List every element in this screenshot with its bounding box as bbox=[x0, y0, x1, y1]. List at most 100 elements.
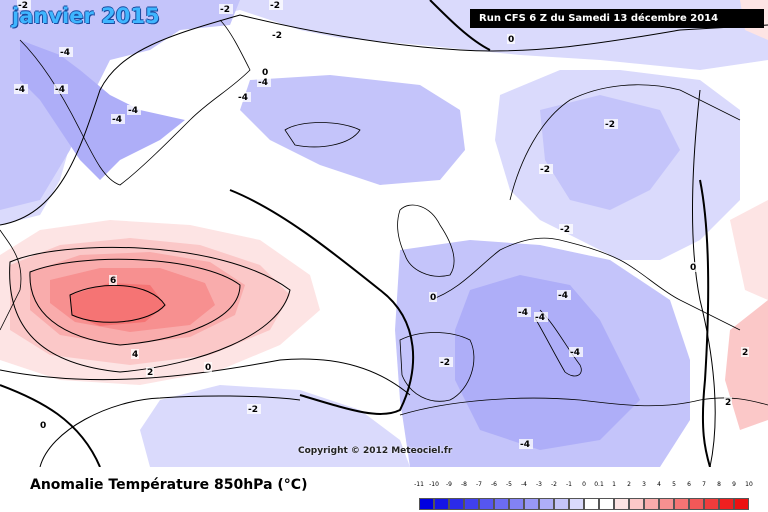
legend-color-swatch bbox=[464, 498, 479, 510]
legend-color-swatch bbox=[554, 498, 569, 510]
legend-tick-label: 1 bbox=[612, 481, 616, 488]
contour-label-bg bbox=[131, 349, 139, 359]
coastline-iberia bbox=[399, 332, 475, 402]
legend-tick-label: 2 bbox=[627, 481, 631, 488]
contour-label: 4 bbox=[132, 350, 138, 360]
contour-label-bg bbox=[237, 92, 251, 102]
cold-anomaly-scandinavia-inner bbox=[540, 95, 680, 210]
contour-label-bg bbox=[204, 362, 212, 372]
contour-label: 0 bbox=[430, 293, 436, 303]
legend-color-swatch bbox=[449, 498, 464, 510]
contour-label-bg bbox=[14, 84, 28, 94]
thick-boundary-lines bbox=[0, 0, 711, 467]
cold-anomaly-north bbox=[0, 0, 768, 225]
contour-label-bg bbox=[247, 404, 261, 414]
contour-label-bg bbox=[519, 439, 533, 449]
contour-label-bg bbox=[557, 290, 571, 300]
cold-anomaly-south-atlantic bbox=[140, 385, 410, 467]
contour-lines bbox=[0, 14, 768, 467]
contour-label-bg bbox=[59, 47, 73, 57]
contour-label-bg bbox=[269, 0, 283, 10]
contour-label-bg bbox=[569, 347, 583, 357]
legend-color-swatch bbox=[419, 498, 434, 510]
contour-label-bg bbox=[689, 262, 697, 272]
legend-tick-label: -8 bbox=[461, 481, 467, 488]
contour-label: 2 bbox=[147, 368, 153, 378]
warm-anomaly-east2 bbox=[730, 200, 768, 300]
contour-label: 0 bbox=[508, 35, 514, 45]
legend-color-swatch bbox=[494, 498, 509, 510]
legend-tick-label: 3 bbox=[642, 481, 646, 488]
contour-label: -2 bbox=[18, 1, 28, 11]
contour-label: -2 bbox=[560, 225, 570, 235]
legend-color-swatch bbox=[719, 498, 734, 510]
legend-tick-label: -5 bbox=[506, 481, 512, 488]
contour-line-0-east bbox=[692, 89, 716, 467]
contour-label: -4 bbox=[570, 348, 580, 358]
coastline-uk bbox=[397, 204, 455, 277]
contour-label: -4 bbox=[60, 48, 70, 58]
contour-label: -2 bbox=[605, 120, 615, 130]
legend-tick-label: -10 bbox=[429, 481, 439, 488]
contour-label: 6 bbox=[110, 276, 116, 286]
legend-tick-label: -1 bbox=[566, 481, 572, 488]
contour-label-bg bbox=[17, 0, 31, 10]
contour-label: -4 bbox=[518, 308, 528, 318]
warm-anomaly-core bbox=[70, 283, 165, 326]
legend-color-swatch bbox=[569, 498, 584, 510]
contour-label-bg bbox=[429, 292, 437, 302]
contour-label-bg bbox=[724, 397, 732, 407]
thick-line-north bbox=[429, 0, 491, 51]
legend-tick-label: -11 bbox=[414, 481, 424, 488]
contour-line-0-north bbox=[0, 14, 768, 226]
contour-label-bg bbox=[109, 275, 117, 285]
coastline-canada bbox=[0, 229, 22, 331]
legend-tick-label: -4 bbox=[521, 481, 527, 488]
contour-label: -2 bbox=[220, 5, 230, 15]
run-info-banner: Run CFS 6 Z du Samedi 13 décembre 2014 bbox=[470, 9, 764, 28]
legend-tick-label: -7 bbox=[476, 481, 482, 488]
coastline-greenland bbox=[19, 19, 251, 186]
contour-label: 0 bbox=[690, 263, 696, 273]
legend-tick-label: 4 bbox=[657, 481, 661, 488]
contour-line-0-south bbox=[39, 395, 301, 467]
contour-label: -2 bbox=[440, 358, 450, 368]
legend-color-swatch bbox=[479, 498, 494, 510]
legend-color-swatch bbox=[734, 498, 749, 510]
legend-tick-label: -3 bbox=[536, 481, 542, 488]
coastline-scandinavia bbox=[509, 84, 741, 201]
contour-label-bg bbox=[146, 367, 154, 377]
contour-line-2 bbox=[9, 246, 291, 373]
legend-color-swatch bbox=[584, 498, 599, 510]
coastline-europe bbox=[429, 237, 741, 331]
legend-tick-label: -6 bbox=[491, 481, 497, 488]
contour-label-bg bbox=[507, 34, 515, 44]
legend-color-swatch bbox=[509, 498, 524, 510]
contour-label-bg bbox=[39, 420, 47, 430]
contour-line-4 bbox=[29, 258, 241, 346]
legend-tick-label: 0 bbox=[582, 481, 586, 488]
legend-color-swatch bbox=[674, 498, 689, 510]
map-title: janvier 2015 bbox=[12, 4, 160, 28]
thick-line-west bbox=[0, 384, 101, 467]
legend-tick-label: 9 bbox=[732, 481, 736, 488]
contour-label-bg bbox=[439, 357, 453, 367]
cold-anomaly-greenland-core bbox=[20, 40, 185, 180]
warm-anomaly-east bbox=[725, 300, 768, 430]
coastlines bbox=[0, 19, 768, 416]
legend-tick-label: -9 bbox=[446, 481, 452, 488]
contour-label: -4 bbox=[112, 115, 122, 125]
legend-tick-label: 8 bbox=[717, 481, 721, 488]
copyright-notice: Copyright © 2012 Meteociel.fr bbox=[298, 446, 453, 456]
color-scale: -11 -10 -9 -8 -7 -6 -5 -4 -3 -2 -1 0 0.1 1 2 3 4 5 6 7 8 9 10 bbox=[412, 475, 753, 510]
legend-color-swatch bbox=[629, 498, 644, 510]
contour-label: 0 bbox=[205, 363, 211, 373]
contour-label-bg bbox=[219, 4, 233, 14]
legend-color-swatch bbox=[704, 498, 719, 510]
contour-label-bg bbox=[539, 164, 553, 174]
legend-color-swatch bbox=[689, 498, 704, 510]
legend-color-swatch bbox=[434, 498, 449, 510]
legend-color-swatch bbox=[539, 498, 554, 510]
contour-label: -2 bbox=[540, 165, 550, 175]
